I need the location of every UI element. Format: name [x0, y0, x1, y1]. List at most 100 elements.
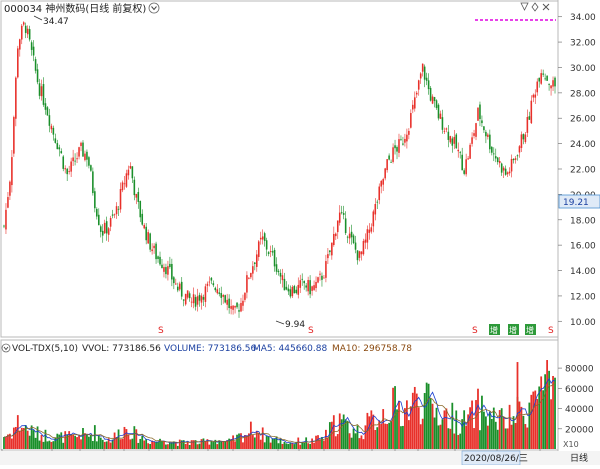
event-marker-s[interactable]: S — [158, 326, 164, 336]
event-marker-s[interactable]: S — [548, 326, 554, 336]
event-marker-green[interactable]: 增 — [508, 324, 519, 335]
volume-tick-label: 40000 — [565, 405, 594, 415]
volume-bar — [431, 403, 434, 449]
candle-body — [226, 299, 228, 305]
candle-body — [161, 264, 163, 269]
candle-body — [40, 86, 43, 97]
volume-bar — [492, 407, 495, 449]
dropdown-icon[interactable] — [148, 2, 160, 14]
volume-bar — [186, 441, 189, 449]
event-marker-green[interactable]: 增 — [489, 324, 500, 335]
volume-bar — [127, 434, 130, 449]
volume-bar — [180, 440, 183, 449]
candle-body — [236, 302, 238, 308]
candle-body — [350, 231, 353, 238]
candle-body — [433, 97, 436, 102]
volume-bar — [230, 439, 233, 449]
candle-body — [459, 152, 462, 154]
volume-bar — [216, 444, 219, 449]
candle-body — [396, 147, 398, 152]
volume-bar — [137, 442, 140, 449]
volume-bar — [153, 441, 155, 449]
candle-body — [449, 136, 452, 143]
volume-bar — [289, 442, 292, 449]
candle-body — [261, 236, 264, 240]
close-icon[interactable] — [542, 3, 550, 11]
candle-body — [431, 96, 434, 104]
candle-body — [30, 42, 33, 50]
volume-bar — [251, 435, 254, 449]
volume-bar — [546, 360, 549, 449]
candle-body — [554, 77, 556, 87]
candle-body — [254, 262, 256, 264]
candle-body — [127, 169, 130, 176]
panel-controls[interactable] — [520, 2, 550, 12]
volume-bar — [242, 442, 244, 449]
volume-bar — [52, 441, 55, 449]
candle-body — [419, 73, 422, 79]
candle-body — [471, 137, 473, 144]
event-marker-green[interactable]: 增 — [525, 324, 536, 335]
volume-bar — [374, 429, 377, 449]
candle-body — [512, 158, 515, 161]
volume-bar — [198, 443, 201, 449]
volume-bar — [354, 433, 357, 449]
volume-bar — [40, 435, 43, 449]
event-marker-s[interactable]: S — [472, 326, 478, 336]
volume-bar — [421, 418, 424, 449]
candle-body — [275, 264, 278, 272]
volume-bar — [249, 421, 252, 449]
candle-body — [155, 243, 157, 260]
volume-bar — [382, 409, 385, 449]
candle-body — [342, 213, 345, 215]
volume-bar — [165, 444, 167, 449]
candle-body — [90, 165, 92, 171]
volume-bar — [340, 419, 343, 449]
volume-bar — [419, 424, 422, 449]
diamond-icon[interactable] — [531, 2, 539, 12]
volume-bar — [429, 398, 432, 449]
volume-axis-ticks: 80000 60000 40000 20000 — [565, 365, 594, 436]
volume-bar — [16, 415, 19, 449]
candle-body — [15, 77, 17, 119]
candle-body — [386, 159, 388, 171]
candle-body — [96, 208, 98, 217]
volume-bar — [28, 435, 31, 449]
volume-bar — [291, 443, 294, 449]
volume-bar — [246, 435, 248, 449]
event-marker-s[interactable]: S — [308, 326, 314, 336]
candle-body — [307, 279, 309, 292]
volume-bar — [435, 407, 438, 449]
volume-bar — [510, 424, 513, 449]
period-selector[interactable]: 日线 — [570, 452, 588, 464]
volume-bar — [465, 425, 468, 449]
candle-body — [546, 75, 548, 81]
volume-bar — [89, 434, 92, 449]
candle-body — [255, 254, 258, 267]
price-tick-label: 14.00 — [570, 267, 596, 277]
candle-body — [388, 155, 390, 160]
volume-bar — [97, 435, 100, 449]
candle-body — [240, 302, 242, 312]
candle-body — [423, 66, 426, 80]
volume-bar — [74, 435, 76, 449]
candle-body — [331, 242, 333, 256]
candle-body — [115, 206, 118, 215]
candle-body — [82, 142, 84, 157]
volume-indicator-dropdown[interactable] — [1, 343, 11, 353]
candle-body — [327, 254, 329, 259]
volume-bar — [538, 386, 541, 449]
scroll-up-icon[interactable] — [520, 2, 529, 11]
candle-body — [163, 267, 165, 272]
volume-bar — [232, 435, 234, 449]
volume-bar — [214, 439, 217, 449]
candle-body — [32, 46, 35, 56]
ma5-value: MA5: 445660.88 — [253, 344, 327, 354]
volume-bar — [540, 376, 543, 449]
volume-bar — [330, 421, 333, 449]
candle-body — [481, 120, 483, 124]
candle-body — [360, 251, 363, 255]
volume-bars — [3, 360, 556, 449]
volume-bar — [358, 438, 361, 449]
